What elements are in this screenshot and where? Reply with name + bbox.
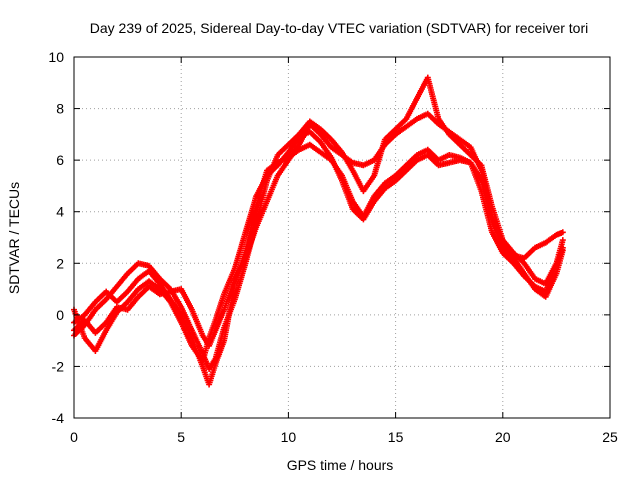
series-track-3	[71, 128, 566, 365]
y-tick-label: 2	[56, 255, 64, 271]
y-tick-label: 8	[56, 101, 64, 117]
x-tick-label: 25	[602, 429, 618, 445]
x-tick-label: 20	[495, 429, 511, 445]
y-tick-label: 4	[56, 204, 64, 220]
y-tick-label: -4	[52, 410, 65, 426]
y-tick-label: 6	[56, 152, 64, 168]
plot-frame	[73, 56, 611, 419]
y-tick-label: -2	[52, 358, 65, 374]
x-tick-label: 15	[388, 429, 404, 445]
x-tick-label: 10	[281, 429, 297, 445]
x-tick-label: 5	[177, 429, 185, 445]
series-markers	[71, 128, 566, 365]
y-tick-label: 10	[48, 49, 64, 65]
y-tick-label: 0	[56, 307, 64, 323]
y-axis-label: SDTVAR / TECUs	[6, 182, 22, 294]
x-axis-label: GPS time / hours	[287, 457, 394, 473]
chart-title: Day 239 of 2025, Sidereal Day-to-day VTE…	[90, 20, 589, 36]
x-tick-label: 0	[70, 429, 78, 445]
axis-ticks: 0 5 10 15 20 25 -4 -2 0 2 4 6 8 10	[48, 49, 618, 445]
grid-lines	[74, 57, 610, 418]
data-points	[71, 74, 566, 388]
